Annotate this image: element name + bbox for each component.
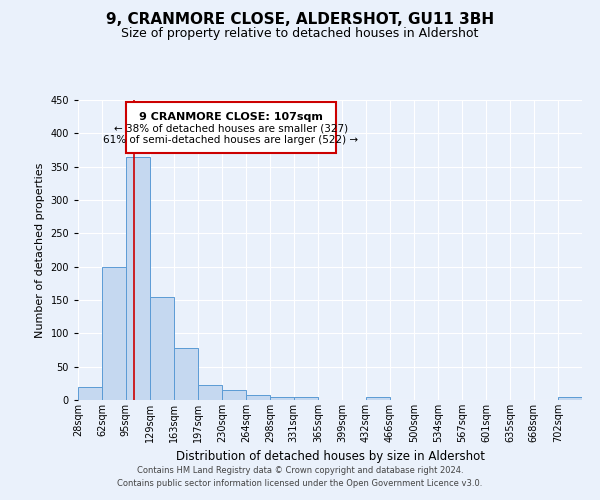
Bar (125, 156, 150, 400)
Bar (199, 386, 222, 400)
Text: 9 CRANMORE CLOSE: 107sqm: 9 CRANMORE CLOSE: 107sqm (139, 112, 323, 122)
FancyBboxPatch shape (125, 102, 335, 154)
X-axis label: Distribution of detached houses by size in Aldershot: Distribution of detached houses by size … (176, 450, 485, 464)
Text: Size of property relative to detached houses in Aldershot: Size of property relative to detached ho… (121, 28, 479, 40)
Text: 9, CRANMORE CLOSE, ALDERSHOT, GU11 3BH: 9, CRANMORE CLOSE, ALDERSHOT, GU11 3BH (106, 12, 494, 28)
Bar (102, 266, 125, 400)
Text: Contains HM Land Registry data © Crown copyright and database right 2024.
Contai: Contains HM Land Registry data © Crown c… (118, 466, 482, 487)
Text: 61% of semi-detached houses are larger (522) →: 61% of semi-detached houses are larger (… (103, 134, 358, 144)
Bar (246, 394, 270, 400)
Bar (174, 348, 199, 400)
Bar (558, 398, 582, 400)
Bar (293, 398, 318, 400)
Y-axis label: Number of detached properties: Number of detached properties (35, 162, 45, 338)
Bar (150, 296, 174, 400)
Text: ← 38% of detached houses are smaller (327): ← 38% of detached houses are smaller (32… (113, 124, 348, 134)
Bar (365, 398, 390, 400)
Bar (78, 386, 102, 400)
Bar (222, 390, 246, 400)
Bar (270, 398, 293, 400)
